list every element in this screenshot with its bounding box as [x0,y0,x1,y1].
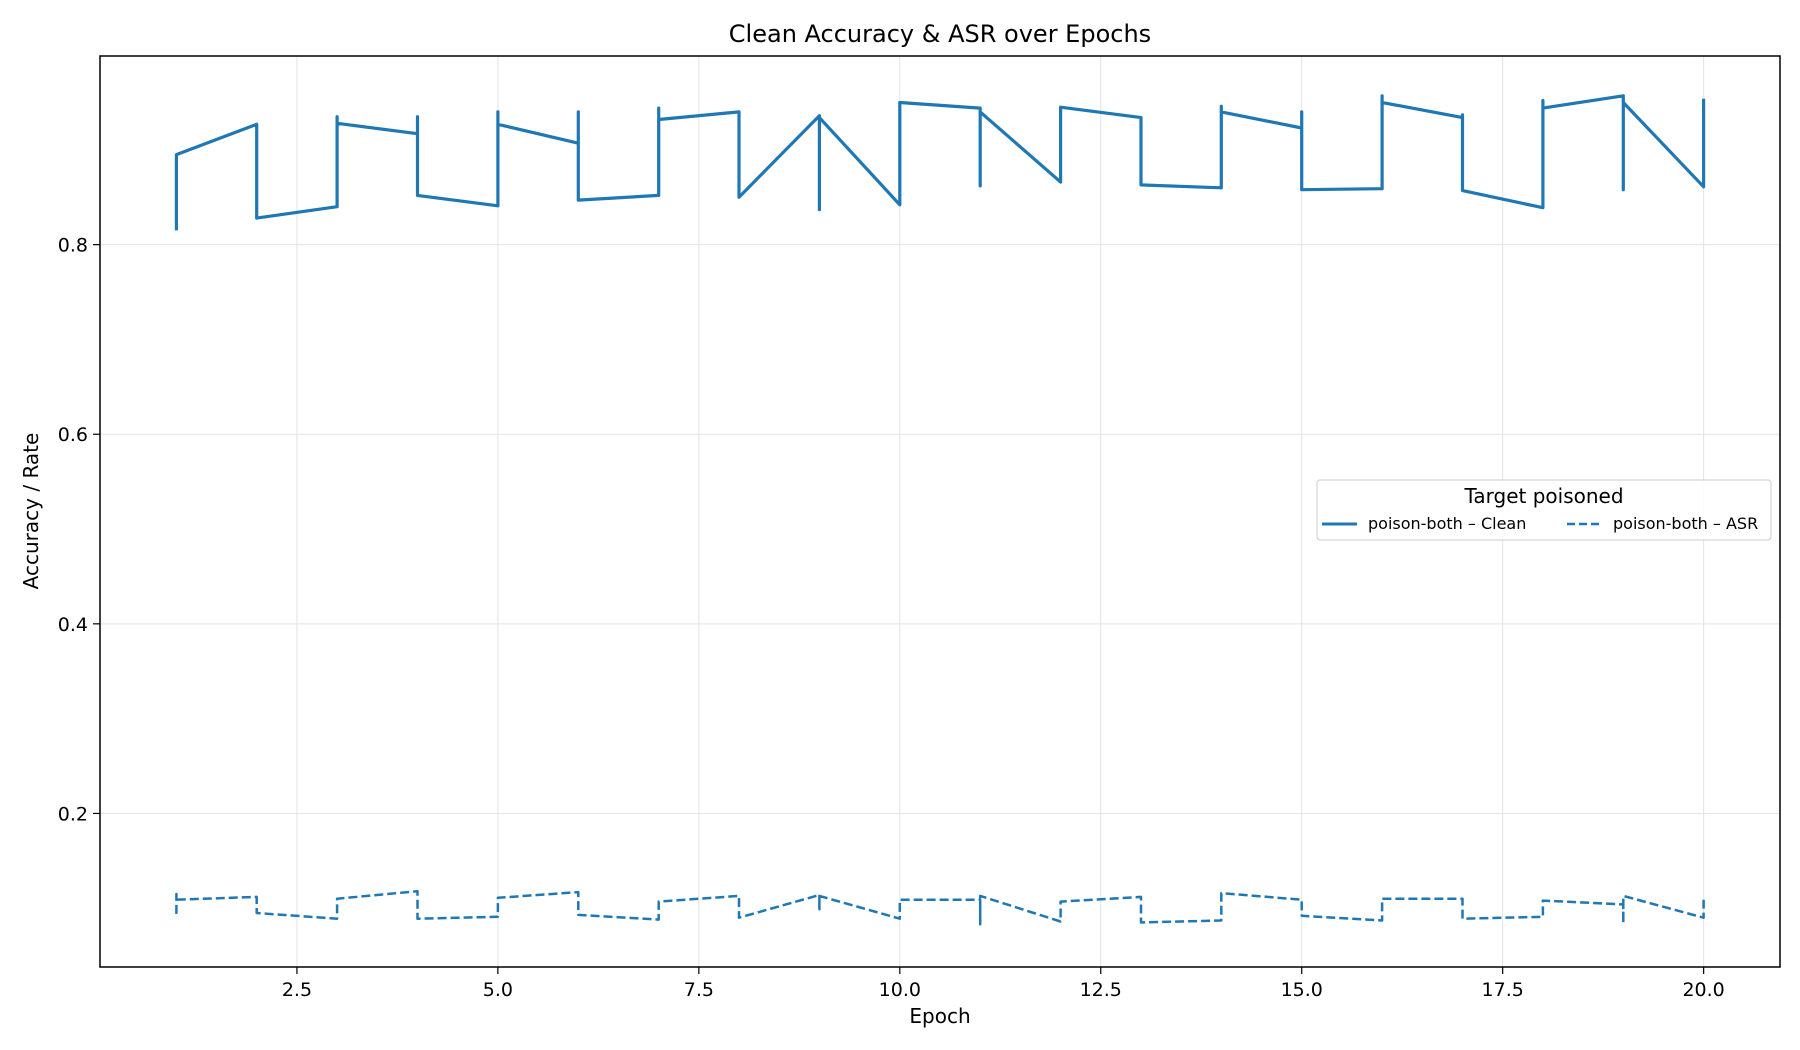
legend-label-asr: poison-both – ASR [1613,514,1758,533]
series-line-clean [174,94,1706,231]
series-layer [174,94,1706,926]
grid [100,56,1780,967]
y-tick-label: 0.4 [58,614,88,636]
x-tick-label: 7.5 [684,979,714,1001]
x-tick-label: 15.0 [1281,979,1323,1001]
x-tick-label: 20.0 [1682,979,1724,1001]
x-tick-label: 5.0 [483,979,513,1001]
x-tick-label: 17.5 [1482,979,1524,1001]
x-tick-label: 2.5 [282,979,312,1001]
legend-box [1316,479,1772,541]
y-tick-label: 0.8 [58,235,88,257]
y-tick-label: 0.6 [58,424,88,446]
plot-frame [99,55,1781,968]
y-tick-label: 0.2 [58,803,88,825]
y-axis-label: Accuracy / Rate [19,433,43,590]
series-line-asr [175,889,1705,926]
legend: Target poisoned poison-both – Clean pois… [1316,479,1772,541]
x-axis-label: Epoch [909,1004,970,1028]
legend-label-clean: poison-both – Clean [1368,514,1526,533]
x-tick-label: 12.5 [1080,979,1122,1001]
chart-title: Clean Accuracy & ASR over Epochs [729,20,1151,48]
x-tick-label: 10.0 [879,979,921,1001]
ticks: 2.5 5.0 7.5 10.0 12.5 15.0 17.5 20.0 0.2 0.4 0.6 0.… [58,235,1725,1001]
legend-title: Target poisoned [1463,484,1623,508]
